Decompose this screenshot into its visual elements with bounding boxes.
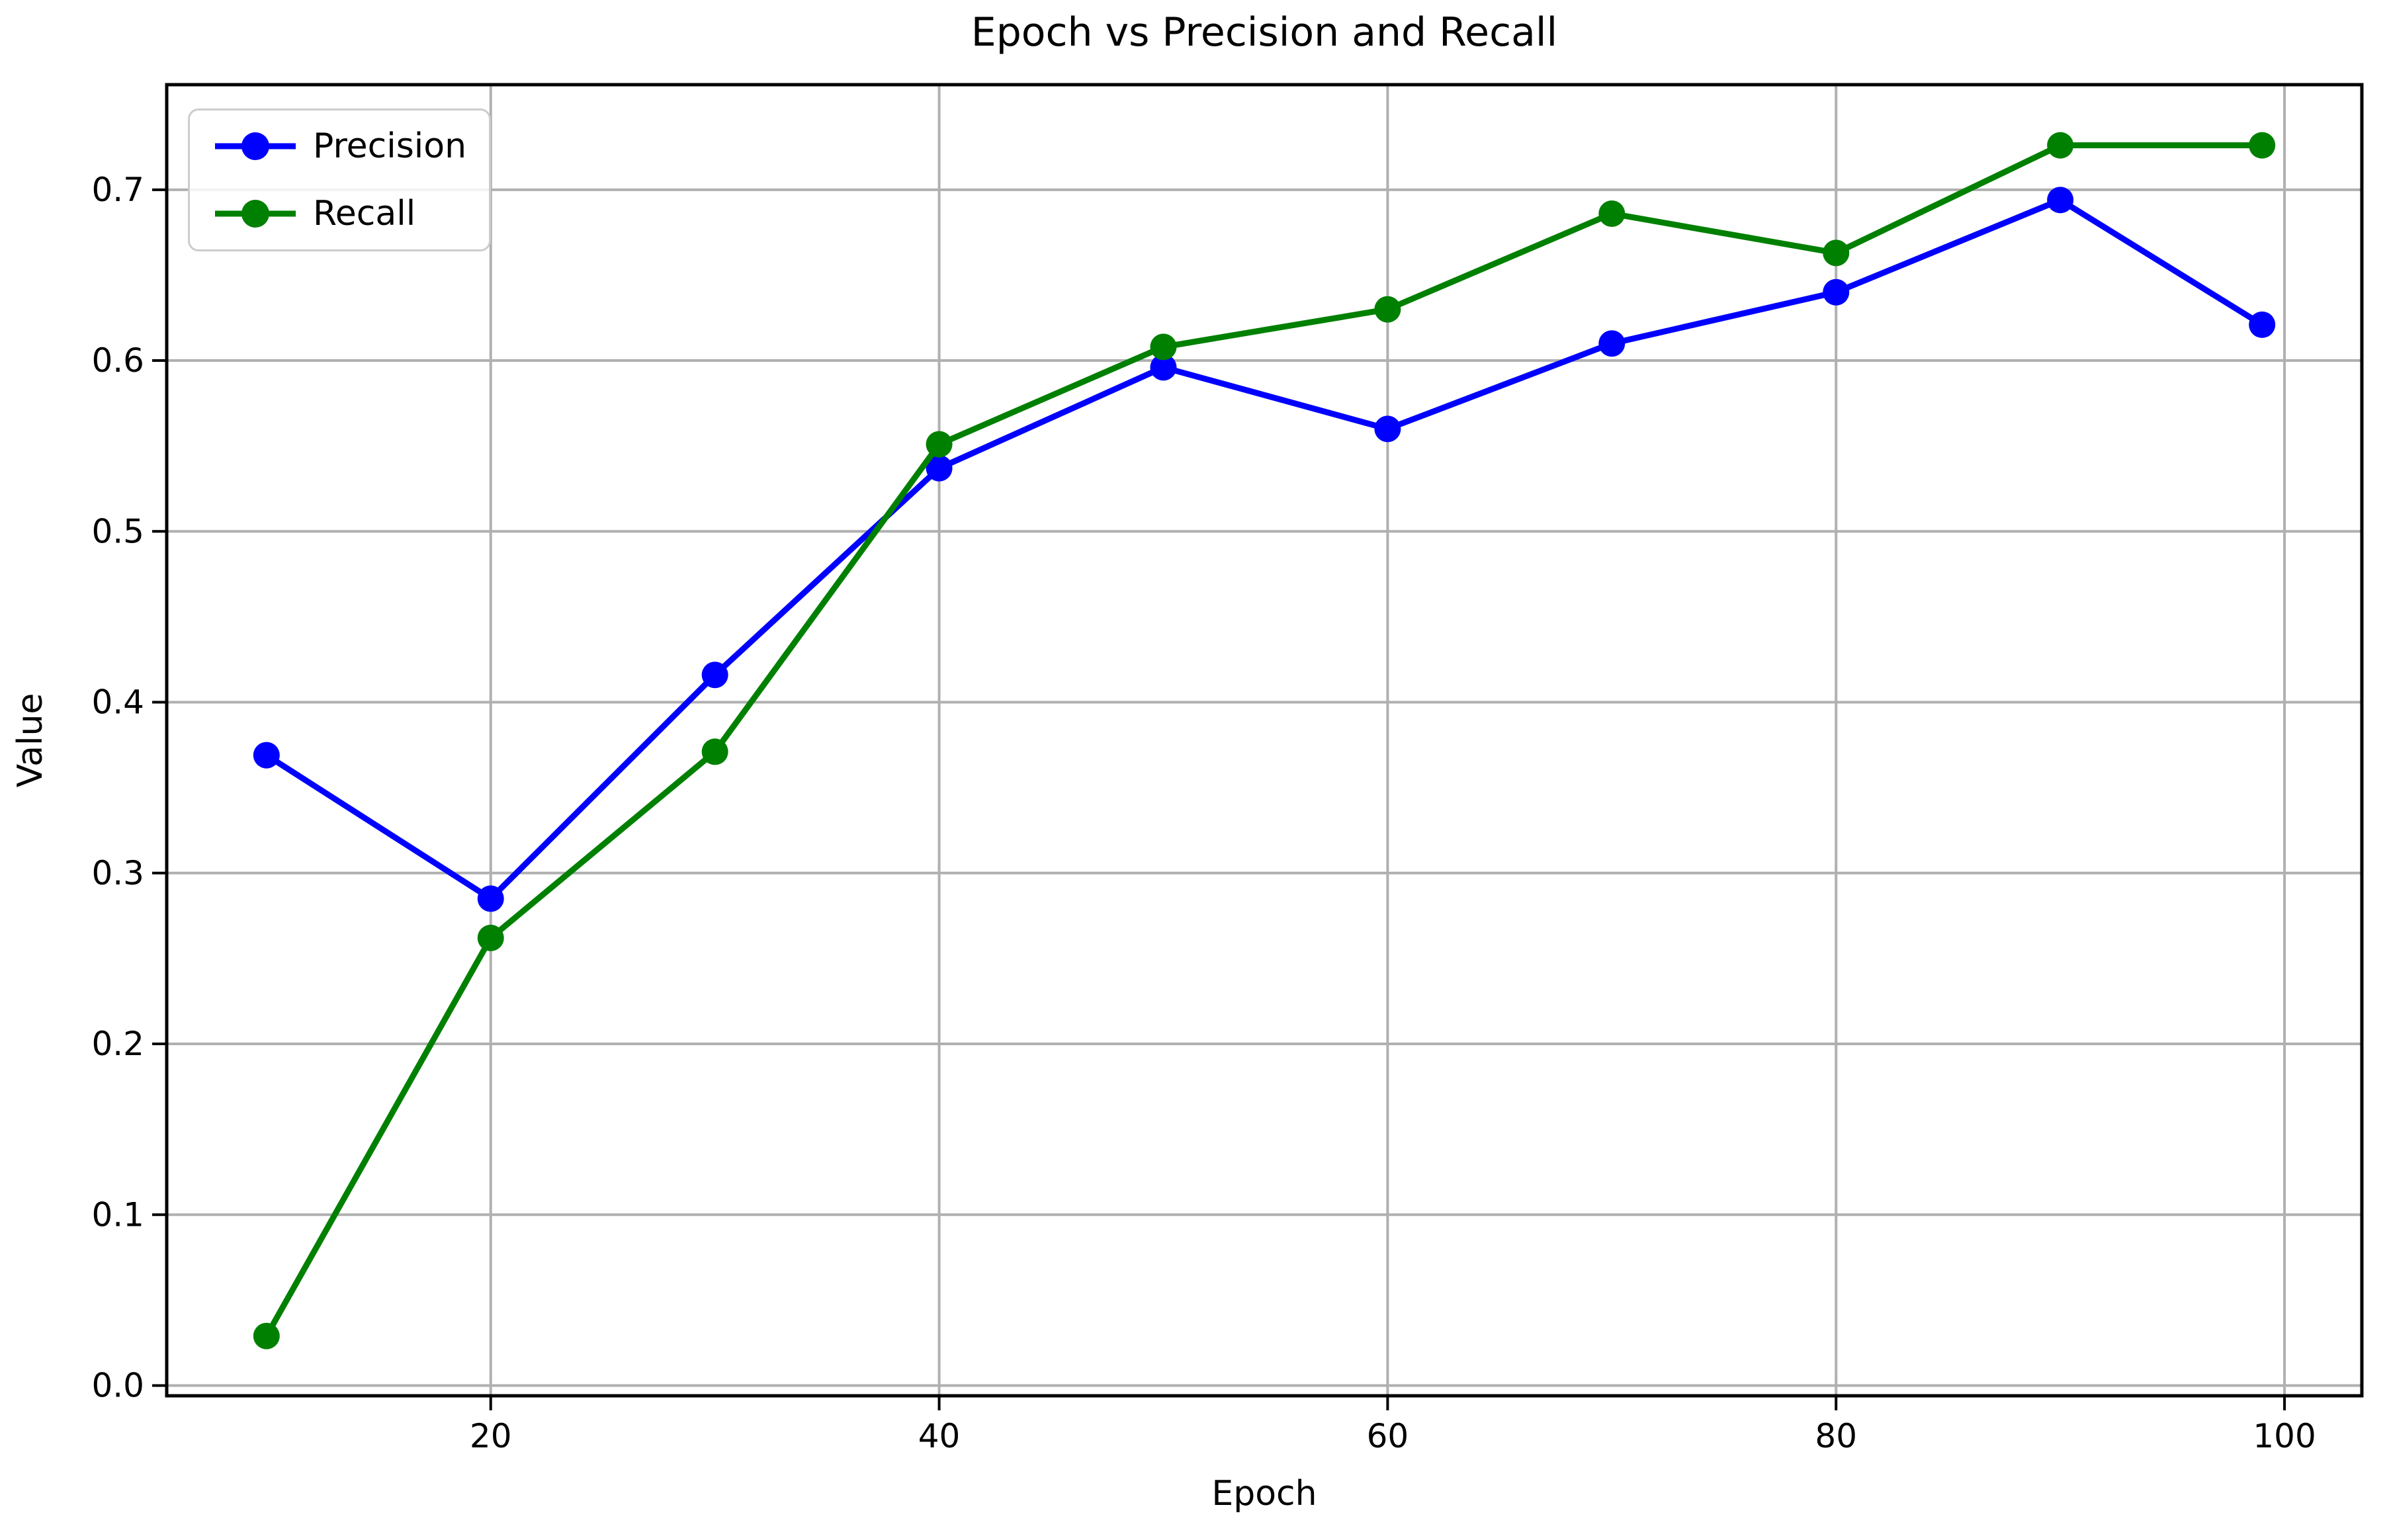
x-tick-label: 100: [2253, 1417, 2316, 1455]
series-marker-precision: [1150, 354, 1177, 381]
legend-recall-label: Recall: [313, 194, 416, 234]
legend-sample-marker: [241, 200, 269, 228]
x-tick-label: 40: [918, 1417, 961, 1455]
x-tick-label: 60: [1367, 1417, 1409, 1455]
legend-recall-line-icon: [215, 200, 296, 228]
legend-precision-line-icon: [215, 132, 296, 160]
y-tick-label: 0.7: [91, 171, 144, 209]
series-marker-precision: [1374, 415, 1401, 443]
y-tick-label: 0.1: [91, 1195, 144, 1234]
series-marker-recall: [701, 738, 728, 765]
series-marker-precision: [477, 885, 504, 912]
legend-sample-marker: [241, 132, 269, 160]
y-tick-label: 0.2: [91, 1025, 144, 1063]
chart-title: Epoch vs Precision and Recall: [971, 9, 1558, 56]
y-tick-label: 0.5: [91, 512, 144, 550]
x-axis-label: Epoch: [1211, 1474, 1317, 1514]
legend-item-precision: Precision: [212, 125, 466, 167]
legend-precision-label: Precision: [313, 126, 467, 166]
legend-item-recall: Recall: [212, 192, 466, 235]
x-tick-label: 20: [470, 1417, 512, 1455]
series-marker-recall: [1374, 296, 1401, 323]
series-marker-recall: [1598, 200, 1626, 227]
series-marker-recall: [477, 924, 504, 951]
series-marker-recall: [1150, 333, 1177, 361]
y-tick-label: 0.4: [91, 683, 144, 722]
series-marker-precision: [1823, 278, 1850, 306]
legend: Precision Recall: [188, 108, 492, 251]
y-tick-label: 0.3: [91, 854, 144, 892]
axes-border: [165, 83, 2364, 1398]
series-marker-recall: [1823, 239, 1850, 267]
series-marker-precision: [253, 742, 280, 769]
series-marker-recall: [253, 1322, 280, 1349]
series-line-precision: [263, 196, 2265, 902]
series-marker-precision: [1598, 330, 1626, 357]
y-tick-label: 0.0: [91, 1367, 144, 1405]
series-marker-recall: [2249, 132, 2276, 159]
series-marker-precision: [701, 662, 728, 689]
y-tick-label: 0.6: [91, 341, 144, 380]
y-axis-label: Value: [11, 693, 50, 788]
series-marker-precision: [2047, 187, 2074, 214]
x-tick-label: 80: [1815, 1417, 1857, 1455]
series-marker-recall: [926, 431, 953, 458]
series-marker-precision: [926, 454, 953, 482]
series-marker-precision: [2249, 311, 2276, 338]
series-marker-recall: [2047, 132, 2074, 159]
series-line-recall: [263, 142, 2265, 1340]
